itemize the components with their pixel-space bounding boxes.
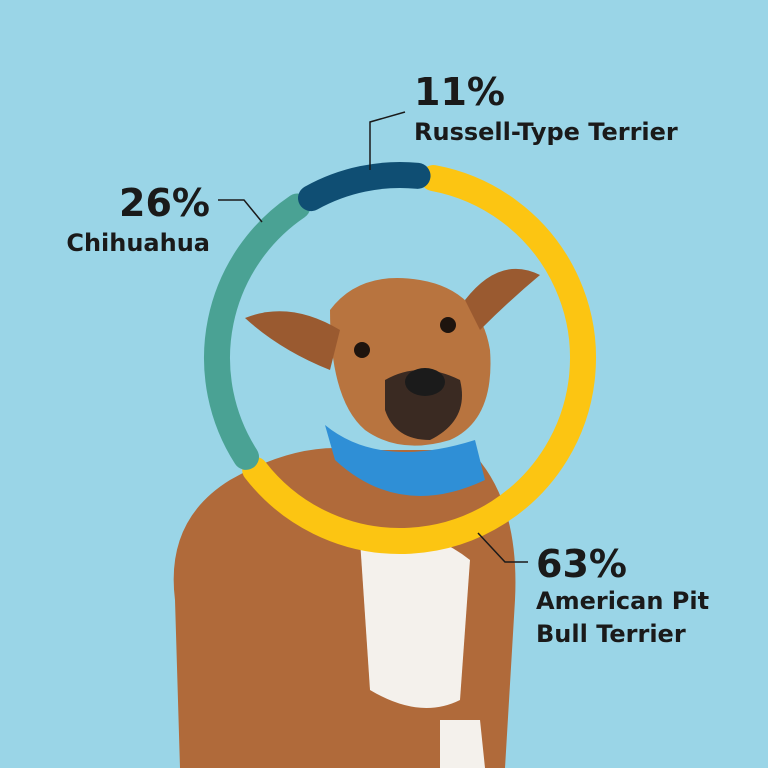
leader-line [218, 199, 263, 223]
category-label: Russell-Type Terrier [414, 118, 678, 146]
value-label: 11% [414, 70, 505, 114]
donut-segment [242, 165, 596, 554]
donut-segment [204, 193, 311, 470]
category-label: American Pit Bull Terrier [536, 587, 710, 648]
category-label: Chihuahua [66, 229, 210, 257]
leader-line [477, 532, 528, 563]
category-label-box: American Pit Bull Terrier [536, 587, 710, 648]
value-label: 26% [119, 181, 210, 225]
value-label: 63% [536, 542, 627, 586]
leader-line [369, 111, 406, 170]
donut-segment [298, 162, 431, 212]
